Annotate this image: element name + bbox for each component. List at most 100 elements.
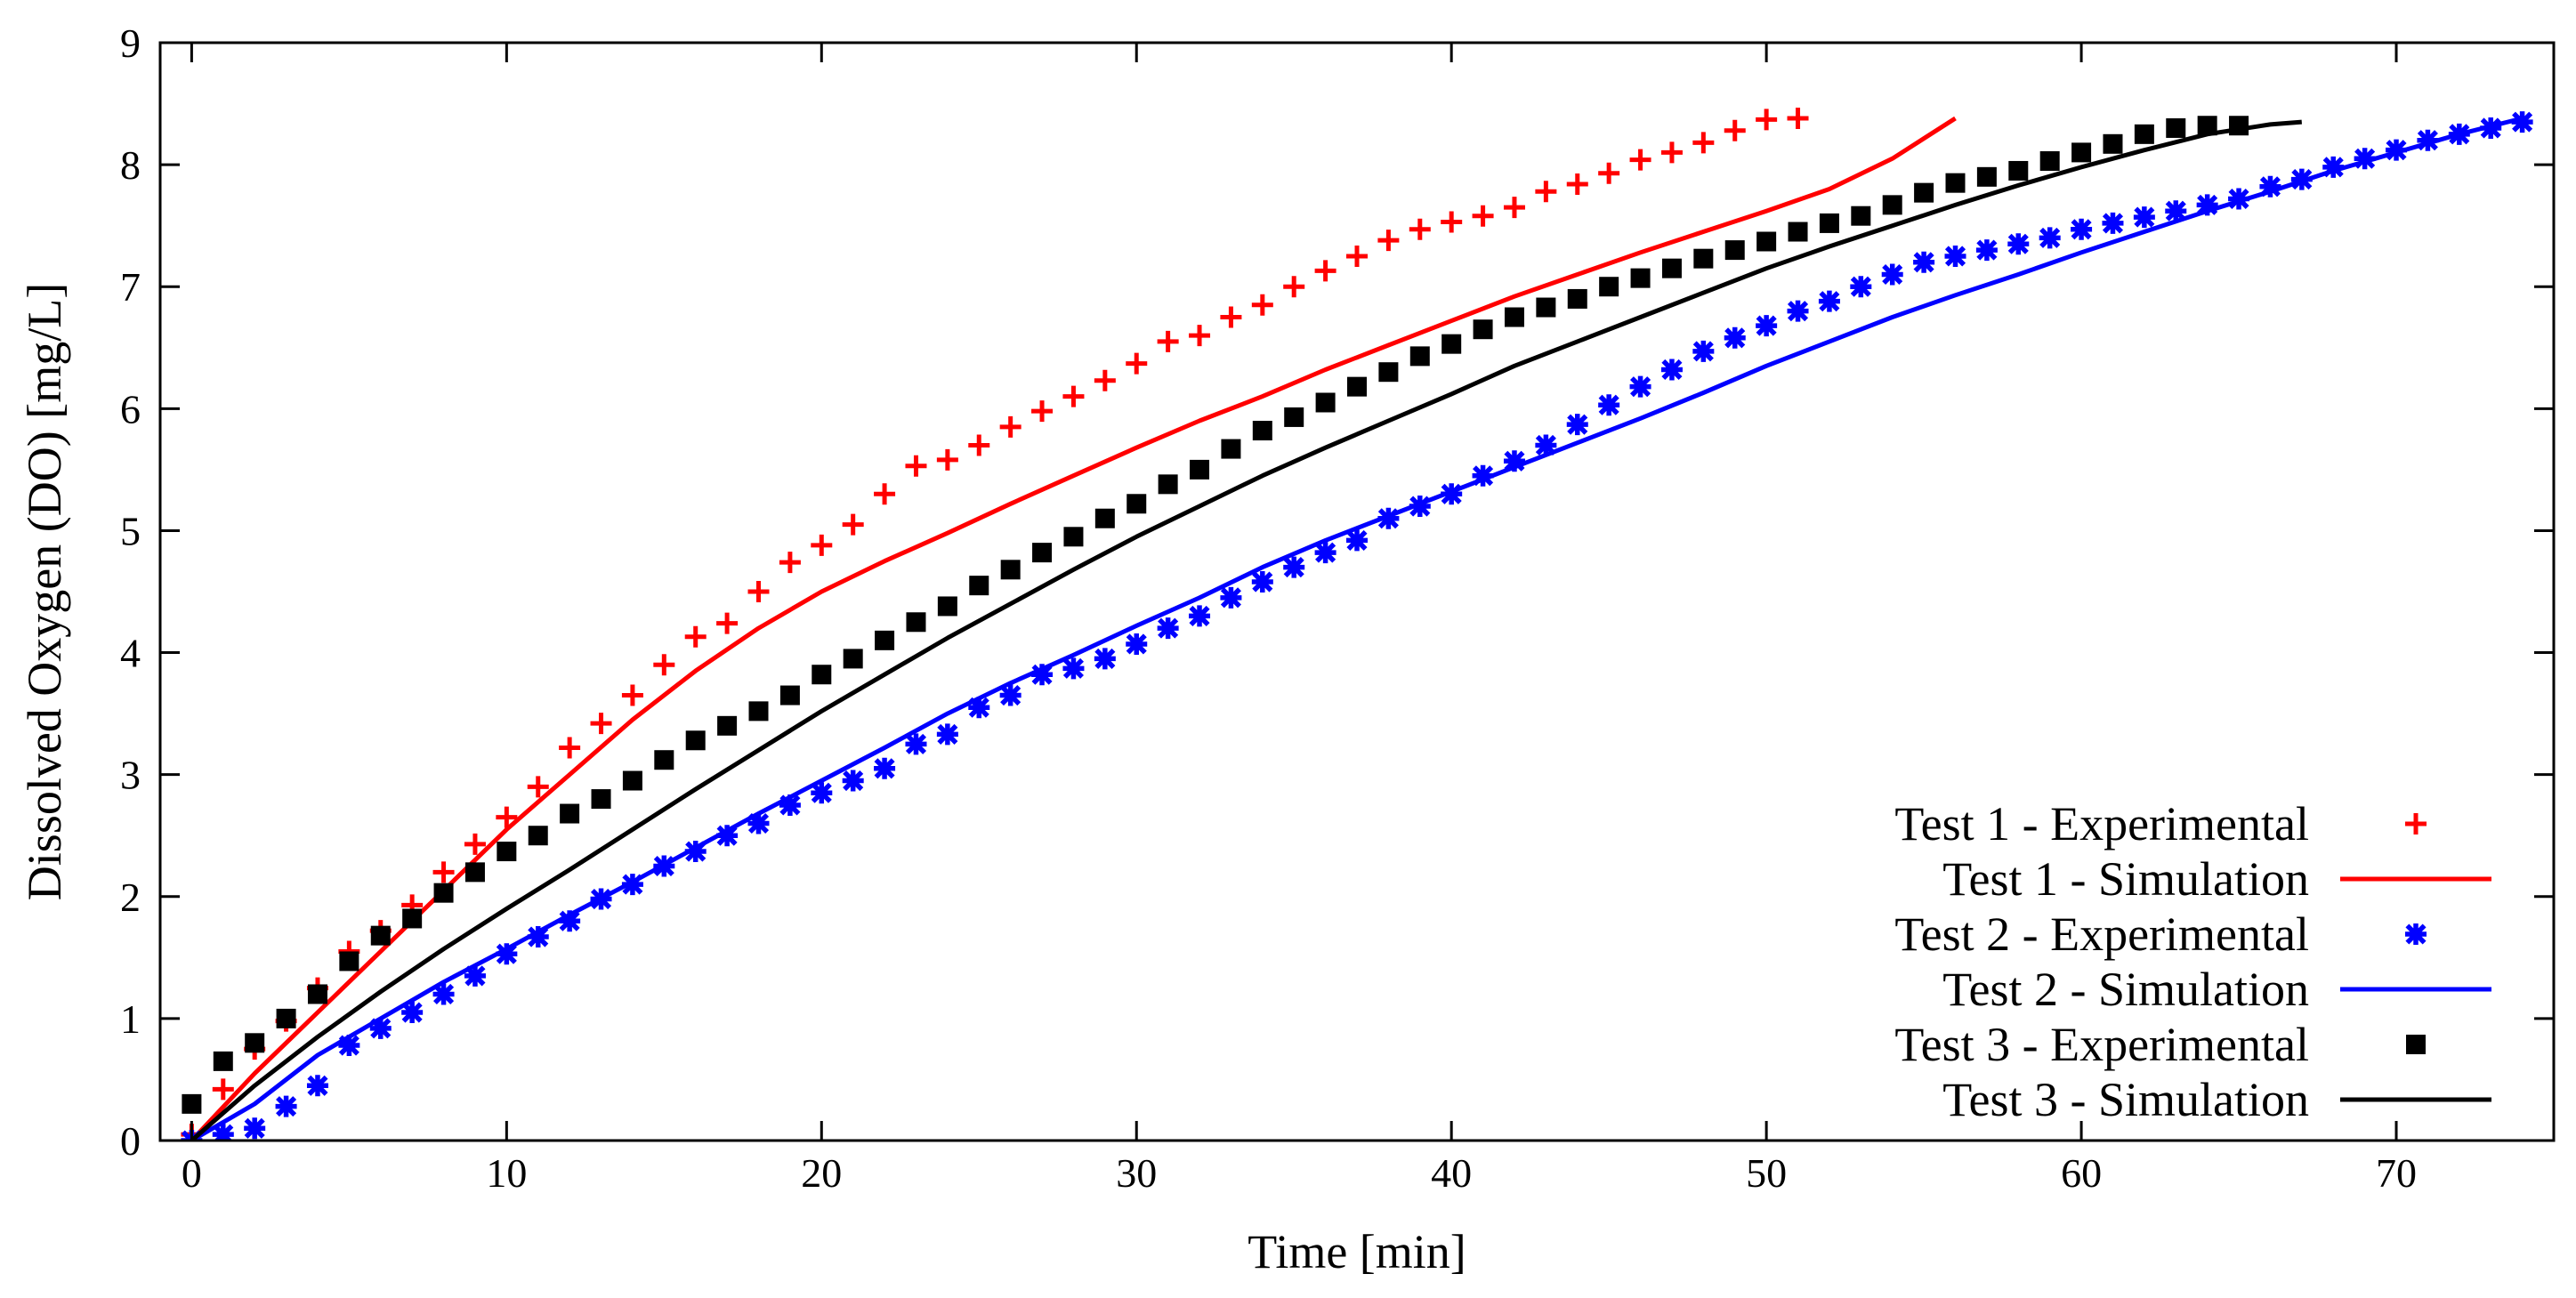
data-point: [1220, 306, 1242, 328]
data-point: [906, 612, 926, 633]
series-line: [190, 116, 1957, 1141]
data-point: [1787, 300, 1809, 322]
data-point: [1158, 474, 1178, 495]
data-point: [1692, 132, 1715, 154]
data-point: [1756, 315, 1778, 337]
data-point: [905, 733, 927, 755]
data-point: [1157, 330, 1179, 352]
y-tick-label: 7: [120, 264, 141, 310]
data-point: [779, 685, 800, 705]
data-point: [1031, 400, 1054, 423]
data-point: [1944, 245, 1966, 267]
y-tick-label: 4: [120, 631, 141, 676]
data-point: [1252, 421, 1272, 441]
data-point: [1660, 359, 1683, 381]
y-tick-label: 5: [120, 508, 141, 553]
series-5: [182, 116, 2249, 1114]
data-point: [1283, 276, 1305, 298]
data-point: [1409, 218, 1431, 240]
legend-entry-2: Test 1 - Simulation: [1942, 852, 2491, 906]
x-tick-label: 70: [2376, 1150, 2417, 1196]
data-point: [1251, 571, 1273, 593]
series-line: [190, 119, 2302, 1141]
data-point: [968, 434, 990, 456]
data-point: [2071, 142, 2092, 163]
data-point: [748, 701, 769, 722]
data-point: [496, 943, 518, 965]
data-point: [370, 925, 391, 946]
data-point: [875, 630, 895, 650]
data-point: [1787, 108, 1809, 130]
data-point: [874, 757, 896, 779]
data-point: [999, 415, 1022, 438]
data-point: [2165, 200, 2187, 222]
y-tick-label: 2: [120, 875, 141, 920]
data-point: [1190, 459, 1210, 480]
series-4: [190, 116, 2524, 1141]
data-point: [1189, 325, 1211, 347]
data-point: [1503, 450, 1525, 472]
data-point: [1756, 109, 1778, 131]
data-point: [1693, 248, 1714, 269]
data-point: [1251, 294, 1273, 316]
data-point: [432, 861, 455, 883]
data-point: [811, 534, 833, 556]
data-point: [1788, 222, 1808, 242]
data-point: [339, 951, 359, 971]
data-point: [1881, 263, 1903, 286]
y-axis-title: Dissolved Oxygen (DO) [mg/L]: [18, 283, 71, 900]
legend-entry-1: Test 1 - Experimental: [1894, 797, 2427, 851]
legend-label: Test 1 - Simulation: [1942, 852, 2309, 906]
data-point: [1377, 230, 1400, 252]
data-point: [213, 1051, 233, 1071]
legend-entry-6: Test 3 - Simulation: [1942, 1073, 2491, 1126]
data-point: [811, 782, 833, 804]
data-point: [402, 908, 423, 929]
series-6: [190, 119, 2302, 1141]
data-point: [2102, 212, 2124, 234]
y-tick-label: 0: [120, 1118, 141, 1164]
data-point: [1819, 213, 1839, 233]
data-point: [684, 841, 707, 863]
data-point: [1409, 496, 1431, 518]
data-point: [1504, 307, 1524, 327]
data-point: [1598, 162, 1620, 184]
data-point: [747, 812, 770, 834]
data-point: [1189, 605, 1211, 627]
data-point: [812, 665, 832, 685]
data-point: [779, 794, 801, 816]
data-point: [464, 964, 486, 987]
data-point: [1094, 648, 1116, 670]
axes-layer: 0 10 20 30 40 50 60 70 0 1 2 3 4 5 6 7 8 9: [120, 20, 2554, 1196]
data-point: [1598, 394, 1620, 416]
data-point: [1063, 527, 1084, 547]
data-point: [1724, 327, 1746, 349]
data-point: [1535, 181, 1557, 203]
data-point: [307, 984, 327, 1004]
data-point: [1441, 211, 1463, 233]
data-point: [464, 862, 485, 883]
data-point: [527, 926, 549, 948]
data-point: [1503, 197, 1525, 219]
data-point: [2322, 156, 2345, 178]
data-point: [1314, 542, 1336, 564]
y-tick-label: 9: [120, 20, 141, 66]
data-point: [244, 1117, 266, 1140]
data-point: [1347, 376, 1367, 397]
data-point: [1566, 173, 1588, 196]
data-point: [2166, 117, 2186, 138]
data-point: [2039, 150, 2060, 171]
data-point: [590, 713, 612, 735]
data-point: [2133, 206, 2155, 229]
data-point: [936, 723, 958, 746]
data-point: [1377, 507, 1400, 529]
data-point: [716, 825, 739, 847]
data-point: [1473, 319, 1493, 340]
y-tick-label: 3: [120, 753, 141, 798]
data-point: [1566, 414, 1588, 436]
legend-label: Test 1 - Experimental: [1894, 797, 2309, 851]
data-point: [1126, 494, 1147, 514]
x-tick-label: 50: [1746, 1150, 1787, 1196]
